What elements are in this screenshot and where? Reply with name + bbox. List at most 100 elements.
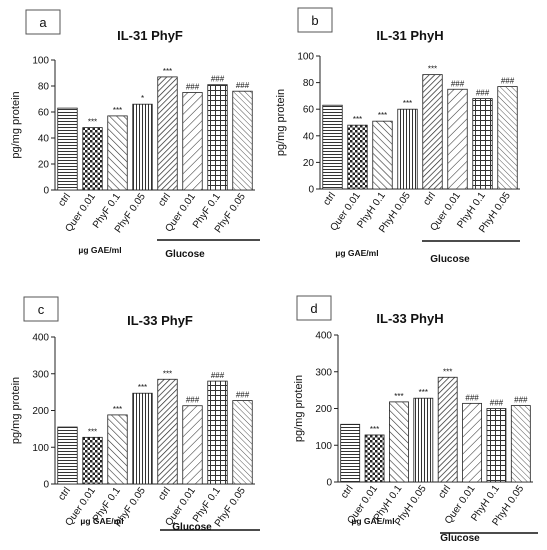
y-tick-label: 100 [32, 56, 49, 67]
chart-title: IL-31 PhyH [376, 28, 443, 43]
significance-label: * [141, 94, 144, 103]
significance-label: ### [186, 83, 200, 92]
significance-label: *** [163, 369, 172, 378]
significance-label: *** [353, 115, 362, 124]
bar [57, 426, 78, 485]
bar [413, 397, 434, 483]
bar [157, 378, 178, 485]
y-tick-label: 40 [38, 134, 50, 145]
chart-panel-d: d IL-33 PhyH 0 100 200 300 400 pg/mg protein ctr… [293, 295, 538, 544]
bar [82, 127, 103, 191]
significance-label: *** [370, 425, 379, 434]
y-tick-label: 0 [43, 186, 49, 197]
bar [437, 376, 458, 483]
y-tick-label: 400 [32, 333, 49, 344]
x-tick-label: ctrl [56, 485, 73, 502]
chart-title: IL-31 PhyF [117, 28, 183, 43]
bar [132, 392, 153, 485]
significance-label: ### [490, 399, 504, 408]
y-tick-label: 0 [326, 478, 332, 489]
x-tick-label: ctrl [156, 485, 173, 502]
significance-label: *** [403, 99, 412, 108]
chart-panel-b: b IL-31 PhyH 0 20 40 60 80 100 pg/mg protein ctrl… [275, 7, 520, 265]
y-tick-label: 400 [315, 331, 332, 342]
significance-label: *** [88, 118, 97, 127]
y-tick-label: 100 [32, 443, 49, 454]
y-tick-label: 0 [43, 480, 49, 491]
chart-title: IL-33 PhyH [376, 311, 443, 326]
significance-label: ### [501, 77, 515, 86]
y-tick-label: 200 [32, 406, 49, 417]
x-tick-label: ctrl [56, 191, 73, 208]
group-label-right: Glucose [172, 522, 212, 533]
significance-label: ### [236, 391, 250, 400]
group-label-right: Glucose [440, 533, 480, 544]
significance-label: *** [113, 405, 122, 414]
y-tick-label: 200 [315, 404, 332, 415]
x-tick-label: ctrl [421, 190, 438, 207]
y-tick-label: 0 [308, 185, 314, 196]
y-tick-label: 80 [38, 82, 50, 93]
y-tick-label: 40 [303, 131, 315, 142]
group-label-left: µg GAE/ml [80, 516, 123, 526]
panel-label-box [296, 295, 332, 321]
x-tick-label: ctrl [436, 483, 453, 500]
significance-label: *** [113, 106, 122, 115]
bar [447, 88, 468, 190]
bar [232, 90, 253, 191]
significance-label: *** [394, 392, 403, 401]
y-tick-label: 60 [303, 105, 315, 116]
y-tick-label: 300 [315, 367, 332, 378]
bar [497, 86, 518, 190]
chart-panel-a: a IL-31 PhyF 0 20 40 60 80 100 pg/mg protein ctrl… [10, 9, 260, 260]
bar [389, 401, 409, 483]
bar [510, 405, 531, 483]
bar [486, 408, 507, 483]
significance-label: ### [211, 371, 225, 380]
bar [182, 92, 203, 191]
bar [372, 120, 393, 190]
y-axis-label: pg/mg protein [275, 89, 287, 156]
significance-label: *** [138, 383, 147, 392]
bar [132, 103, 153, 191]
bar [472, 98, 493, 190]
significance-label: *** [419, 388, 428, 397]
y-tick-label: 60 [38, 108, 50, 119]
significance-label: ### [211, 75, 225, 84]
x-tick-label: ctrl [156, 191, 173, 208]
group-label-right: Glucose [165, 249, 205, 260]
y-axis-label: pg/mg protein [10, 91, 22, 158]
panel-label-box [23, 296, 59, 322]
significance-label: *** [428, 65, 437, 74]
significance-label: ### [236, 81, 250, 90]
bar [232, 400, 253, 485]
group-label-left: µg GAE/ml [335, 248, 378, 258]
y-tick-label: 100 [297, 52, 314, 63]
bar [107, 115, 128, 191]
bar [182, 405, 203, 485]
bar [422, 74, 443, 190]
significance-label: ### [451, 79, 465, 88]
chart-panel-c: c IL-33 PhyF 0 100 200 300 400 pg/mg protein ctr… [10, 296, 260, 533]
significance-label: ### [476, 89, 490, 98]
bar [107, 414, 128, 485]
panel-label: c [38, 302, 45, 317]
bar [340, 423, 361, 483]
panel-label-box [297, 7, 333, 33]
bar [82, 436, 103, 485]
bar [157, 76, 178, 191]
significance-label: ### [514, 396, 528, 405]
y-tick-label: 80 [303, 78, 315, 89]
bar [57, 107, 78, 191]
bar [397, 108, 418, 190]
bar [347, 124, 368, 190]
x-tick-label: ctrl [339, 483, 356, 500]
significance-label: *** [163, 67, 172, 76]
significance-label: *** [443, 367, 452, 376]
group-label-left: µg GAE/ml [351, 516, 394, 526]
bar [364, 434, 385, 483]
group-label-right: Glucose [430, 254, 470, 265]
panel-label: a [39, 15, 47, 30]
chart-title: IL-33 PhyF [127, 313, 193, 328]
